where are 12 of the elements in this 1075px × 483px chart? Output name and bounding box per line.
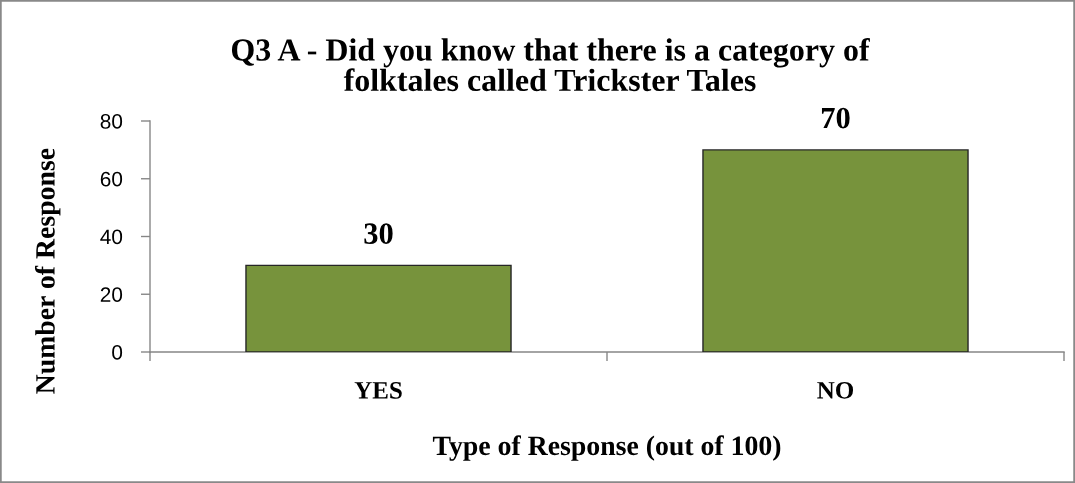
chart-title: Q3 A - Did you know that there is a category of folktales called Trickster Tales [231, 38, 870, 92]
data-label: 30 [364, 223, 393, 244]
x-axis-title: Type of Response (out of 100) [432, 435, 781, 461]
x-tick-label: YES [354, 381, 402, 399]
y-tick-label: 20 [100, 287, 123, 302]
y-tick-label: 0 [112, 345, 123, 360]
x-tick-label: NO [817, 381, 854, 399]
y-tick-label: 80 [100, 114, 123, 129]
y-axis-title: Number of Response [34, 148, 61, 394]
y-tick-label: 60 [100, 171, 123, 187]
data-label: 70 [821, 107, 850, 129]
y-tick-label: 40 [100, 229, 123, 245]
